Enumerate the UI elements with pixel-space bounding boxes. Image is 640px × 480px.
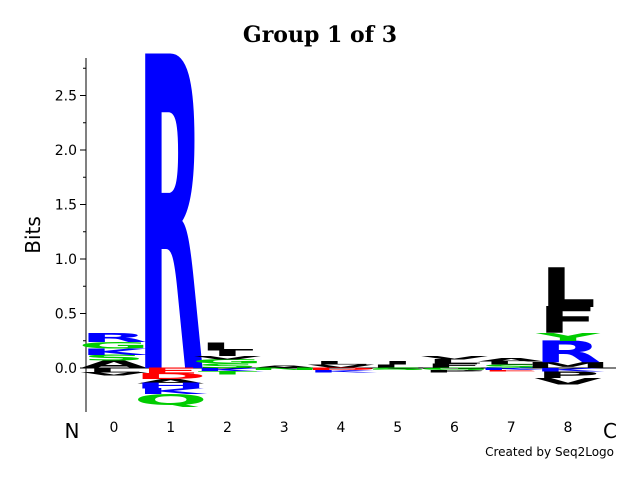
x-tick-label: 7	[507, 420, 516, 436]
residue-letter-v: V	[421, 355, 489, 360]
logo-column-7: SLA KE	[478, 357, 549, 371]
logo-columns: ASKGRLVREDAHKQSGVILKTANVLDKLISFLVGPSLAKE…	[78, 0, 611, 471]
residue-letter-v: V	[534, 376, 602, 387]
y-tick-label: 2.0	[55, 143, 77, 159]
residue-letter-h: H	[134, 382, 207, 391]
residue-letter-l: L	[370, 364, 425, 369]
residue-letter-g: G	[78, 340, 149, 351]
residue-letter-l: L	[313, 361, 368, 366]
residue-letter-r: R	[80, 331, 147, 345]
residue-letter-e: E	[141, 366, 200, 375]
residue-letter-t: T	[198, 370, 257, 375]
x-tick-label: 6	[450, 420, 459, 436]
residue-letter-p: P	[423, 370, 487, 374]
x-tick-label: 1	[166, 420, 175, 436]
y-axis: 0.0 0.5 1.0 1.5 2.0 2.5	[55, 58, 87, 412]
residue-letter-a: A	[137, 378, 205, 385]
residue-letter-l: L	[427, 358, 482, 365]
x-tick-label: 0	[110, 420, 119, 436]
y-tick-label: 1.0	[55, 252, 77, 268]
residue-letter-g: G	[192, 358, 263, 365]
residue-letter-s: S	[83, 353, 146, 362]
y-axis-label: Bits	[21, 216, 45, 254]
x-tick-label: 8	[564, 420, 573, 436]
residue-letter-k: K	[307, 370, 378, 374]
x-tick-label: 4	[337, 420, 346, 436]
residue-letter-g: G	[419, 367, 490, 371]
residue-letter-d: D	[135, 372, 207, 381]
y-tick-label: 1.5	[55, 198, 77, 214]
residue-letter-i: I	[382, 361, 414, 366]
residue-letter-a: A	[478, 357, 546, 362]
residue-letter-m: M	[525, 361, 612, 370]
logo-column-5: LIS	[366, 361, 429, 371]
x-tick-label: 3	[280, 420, 289, 436]
y-tick-label: 0.0	[55, 361, 77, 377]
residue-letter-d: D	[305, 367, 377, 371]
residue-letter-l: L	[86, 367, 141, 374]
residue-letter-l: L	[200, 341, 255, 353]
residue-letter-y: Y	[535, 331, 601, 343]
residue-letter-l: L	[540, 257, 596, 320]
residue-letter-a: A	[251, 365, 319, 369]
chart-title: Group 1 of 3	[243, 22, 397, 48]
residue-letter-k: K	[137, 387, 207, 396]
residue-letter-f: F	[425, 362, 484, 369]
residue-letter-r: R	[534, 335, 601, 370]
x-tick-label: 5	[393, 420, 402, 436]
y-tick-label: 2.5	[55, 89, 77, 105]
residue-letter-k: K	[194, 367, 265, 372]
y-tick-label: 0.5	[55, 307, 77, 323]
residue-letter-f: F	[538, 299, 597, 341]
residue-letter-i: I	[211, 349, 243, 358]
residue-letter-e: E	[482, 370, 541, 372]
residue-letter-v: V	[80, 371, 148, 376]
residue-letter-p: P	[536, 369, 600, 380]
residue-letter-l: L	[484, 361, 539, 366]
y-tick-group: 0.0 0.5 1.0 1.5 2.0 2.5	[55, 67, 86, 377]
logo-column-6: FLV GP	[419, 355, 490, 373]
x-tick-group: 0 1 2 3 4 5 6 7 8	[110, 420, 573, 436]
residue-letter-a: A	[80, 358, 147, 370]
residue-letter-n: N	[248, 367, 321, 371]
residue-letter-s: S	[480, 364, 543, 369]
residue-letter-s: S	[366, 367, 429, 371]
residue-letter-k: K	[80, 347, 150, 358]
x-tick-label: 2	[223, 420, 232, 436]
logo-column-3: AN	[248, 365, 321, 371]
n-terminus-label: N	[65, 419, 80, 443]
residue-letter-k: K	[534, 367, 605, 372]
c-terminus-label: C	[603, 419, 617, 443]
residue-letter-s: S	[196, 362, 259, 369]
credit-text: Created by Seq2Logo	[485, 445, 614, 459]
residue-letter-v: V	[194, 355, 262, 360]
residue-letter-k: K	[478, 367, 549, 371]
residue-letter-v: V	[307, 364, 375, 369]
residue-letter-r: R	[137, 0, 204, 471]
residue-letter-q: Q	[134, 391, 208, 409]
